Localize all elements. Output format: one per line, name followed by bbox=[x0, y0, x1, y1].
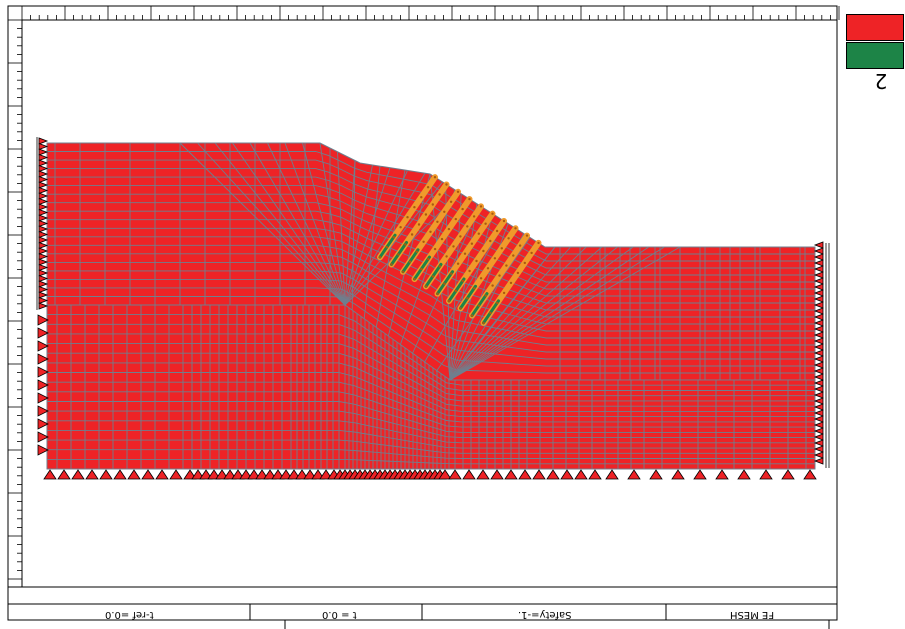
fe-mesh bbox=[46, 142, 816, 470]
legend-swatch-material-2[interactable] bbox=[846, 42, 904, 69]
status-program: FE MESH bbox=[730, 609, 775, 620]
status-safety: Safety=-1. bbox=[518, 609, 572, 620]
status-bar-grid bbox=[8, 586, 837, 629]
legend-swatch-material-1[interactable] bbox=[846, 14, 904, 41]
ruler-left bbox=[8, 19, 23, 587]
status-t-ref: t-ref =0.0 bbox=[105, 609, 154, 620]
boundary-supports bbox=[36, 137, 830, 480]
anchor-bolts bbox=[377, 174, 542, 326]
legend-label: 2 bbox=[874, 69, 888, 93]
ruler-top bbox=[21, 6, 840, 21]
status-time: t = 0.0 bbox=[322, 609, 357, 620]
